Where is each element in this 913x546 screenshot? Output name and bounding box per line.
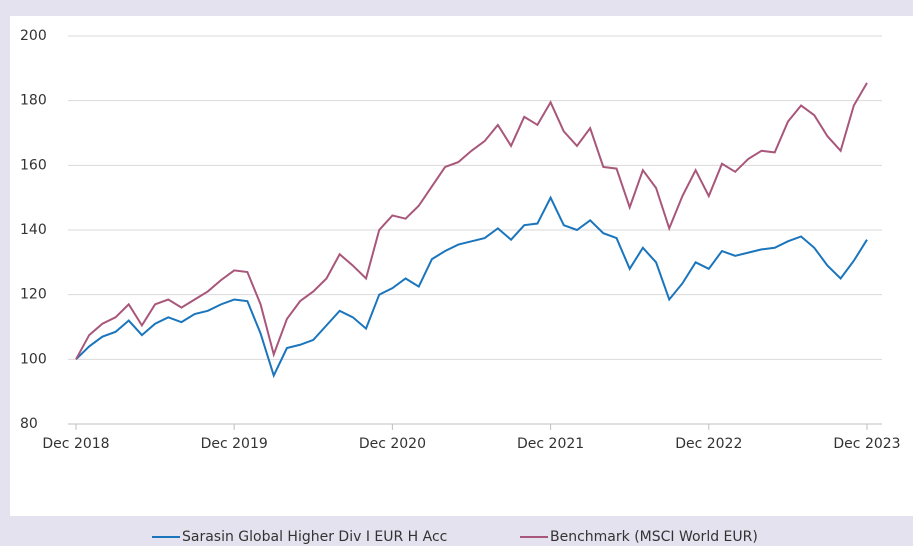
y-tick-label: 200 xyxy=(20,28,47,44)
x-tick-label: Dec 2019 xyxy=(201,436,268,452)
y-tick-label: 80 xyxy=(20,416,38,432)
plot-panel xyxy=(10,16,913,516)
y-tick-label: 140 xyxy=(20,222,47,238)
legend-label: Sarasin Global Higher Div I EUR H Acc xyxy=(182,529,447,545)
legend-label: Benchmark (MSCI World EUR) xyxy=(550,529,758,545)
y-tick-label: 120 xyxy=(20,287,47,303)
x-tick-label: Dec 2021 xyxy=(517,436,584,452)
series-line xyxy=(75,195,868,379)
y-tick-label: 160 xyxy=(20,157,47,173)
x-tick-label: Dec 2022 xyxy=(675,436,742,452)
x-tick-label: Dec 2020 xyxy=(359,436,426,452)
x-tick-label: Dec 2018 xyxy=(42,436,109,452)
x-tick-label: Dec 2023 xyxy=(833,436,900,452)
y-tick-label: 100 xyxy=(20,351,47,367)
series-line xyxy=(75,82,868,360)
y-tick-label: 180 xyxy=(20,93,47,109)
